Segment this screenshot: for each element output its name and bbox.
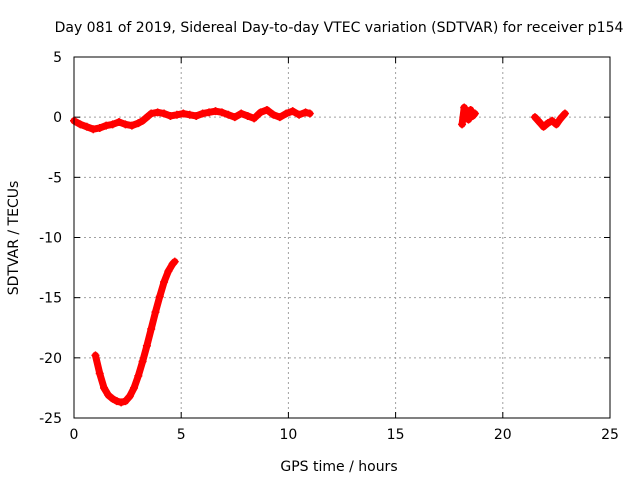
x-tick-label: 5	[177, 427, 186, 443]
x-tick-label: 0	[70, 427, 79, 443]
x-tick-label: 10	[279, 427, 297, 443]
y-tick-label: -25	[39, 411, 62, 427]
series-segment-3	[458, 103, 479, 129]
y-tick-label: 5	[53, 50, 62, 66]
data-point	[560, 109, 569, 118]
chart-title: Day 081 of 2019, Sidereal Day-to-day VTE…	[55, 20, 624, 36]
ticks-layer: 0 5 10 15 20 25 -25 -20 -15 -10 -5 0 5	[39, 50, 619, 443]
y-tick-label: -15	[39, 291, 62, 307]
x-tick-label: 25	[601, 427, 619, 443]
series-segment-4	[530, 109, 569, 131]
y-tick-label: -5	[48, 170, 62, 186]
data-point	[305, 109, 314, 118]
y-tick-label: -20	[39, 351, 62, 367]
plot-frame	[73, 56, 611, 419]
data-layer	[70, 103, 569, 407]
data-point	[170, 257, 179, 266]
series-segment-1	[70, 105, 314, 134]
x-tick-label: 15	[387, 427, 405, 443]
series-segment-2	[91, 257, 179, 407]
y-axis-label: SDTVAR / TECUs	[6, 181, 22, 296]
x-axis-label: GPS time / hours	[280, 459, 397, 475]
data-point	[470, 109, 479, 118]
y-tick-label: 0	[53, 110, 62, 126]
grid-layer	[74, 57, 610, 418]
x-tick-label: 20	[494, 427, 512, 443]
y-tick-label: -10	[39, 231, 62, 247]
